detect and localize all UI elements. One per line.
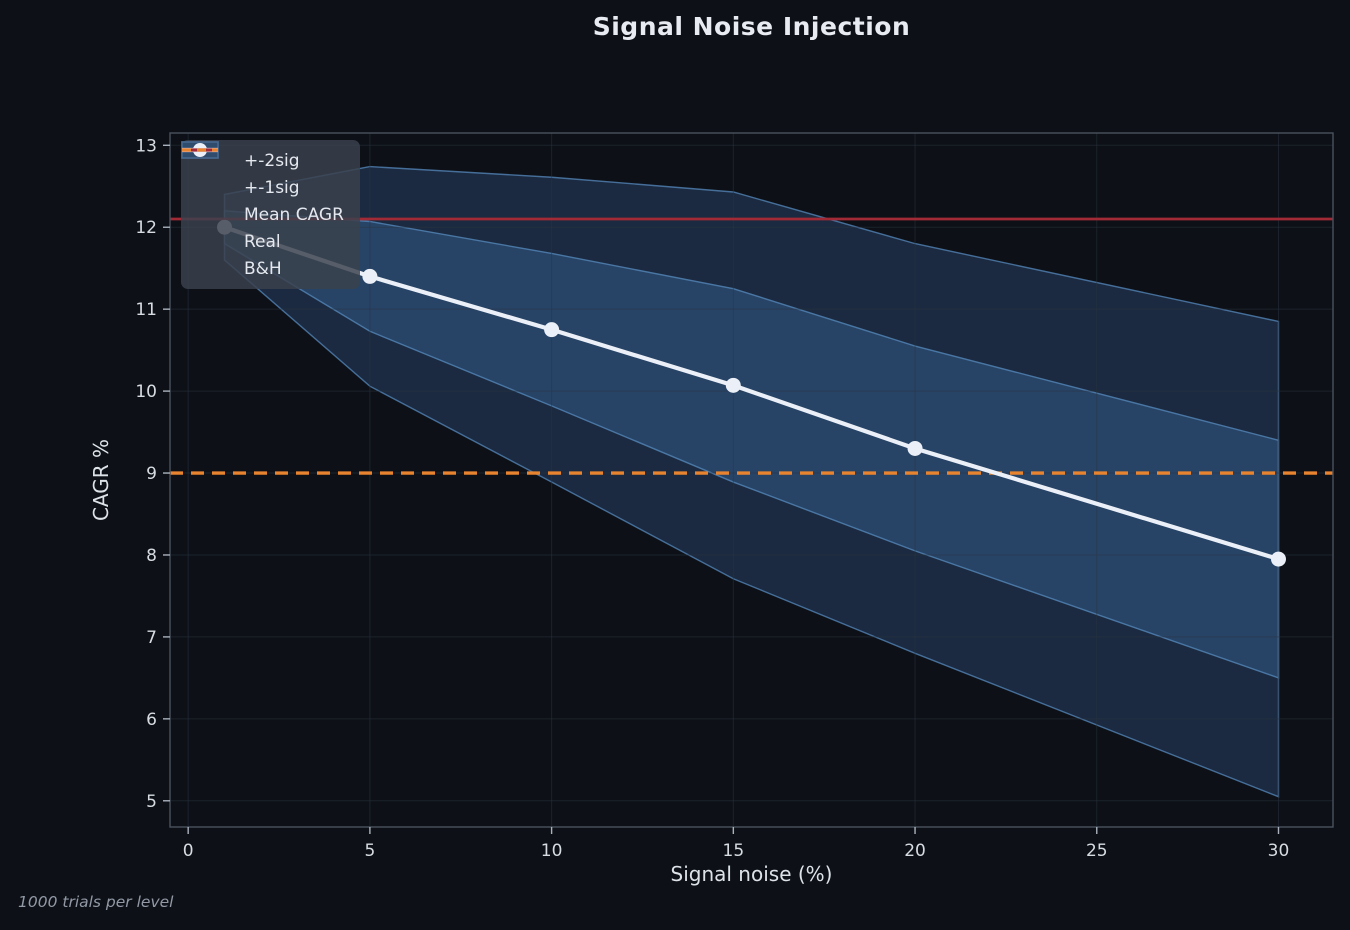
x-tick-label: 10 (541, 841, 563, 861)
x-tick-label: 15 (723, 841, 745, 861)
gridlines (170, 133, 1333, 827)
legend-label: Mean CAGR (244, 204, 344, 225)
mean-cagr-marker (544, 322, 560, 338)
y-tick-label: 9 (146, 464, 157, 484)
legend-item-bh: B&H (182, 148, 350, 282)
legend-label: B&H (244, 258, 282, 279)
x-tick-label: 20 (904, 841, 926, 861)
legend-item-1sig: +-1sig (181, 141, 350, 201)
legend-label: +-2sig (244, 150, 300, 171)
y-tick-label: 8 (146, 546, 157, 566)
y-tick-label: 7 (146, 628, 157, 648)
x-tick-label: 5 (364, 841, 375, 861)
legend: +-2sig +-1sig Mean CAGR Real B&H (181, 140, 360, 289)
tick-labels: 0 5 10 15 20 25 30 5 6 7 8 9 10 11 12 13 (135, 136, 1289, 861)
x-axis-label: Signal noise (%) (670, 862, 833, 886)
y-tick-label: 11 (135, 300, 157, 320)
legend-item-real: Real (182, 148, 350, 255)
x-tick-label: 30 (1268, 841, 1290, 861)
legend-swatch-bh-line (182, 148, 227, 279)
legend-swatch-real-line (182, 148, 227, 252)
mean-cagr-marker (362, 268, 378, 284)
y-tick-label: 5 (146, 792, 157, 812)
chart-title: Signal Noise Injection (592, 12, 911, 41)
legend-label: Real (244, 231, 281, 252)
y-tick-label: 6 (146, 710, 157, 730)
legend-item-mean-cagr: Mean CAGR (182, 143, 350, 228)
x-tick-label: 0 (183, 841, 194, 861)
mean-cagr-marker (907, 440, 923, 456)
tick-marks (163, 144, 1280, 834)
chart-footnote: 1000 trials per level (18, 893, 174, 911)
legend-swatch-mean-line (182, 143, 227, 225)
y-tick-label: 10 (135, 382, 157, 402)
mean-cagr-marker (1270, 551, 1286, 567)
y-tick-label: 13 (135, 136, 157, 156)
y-tick-label: 12 (135, 218, 157, 238)
y-axis-label: CAGR % (89, 438, 113, 522)
legend-label: +-1sig (244, 177, 300, 198)
x-tick-label: 25 (1086, 841, 1108, 861)
plot-spines (169, 132, 1334, 828)
legend-swatch-1sig-band (181, 141, 227, 198)
mean-cagr-marker (725, 377, 741, 393)
